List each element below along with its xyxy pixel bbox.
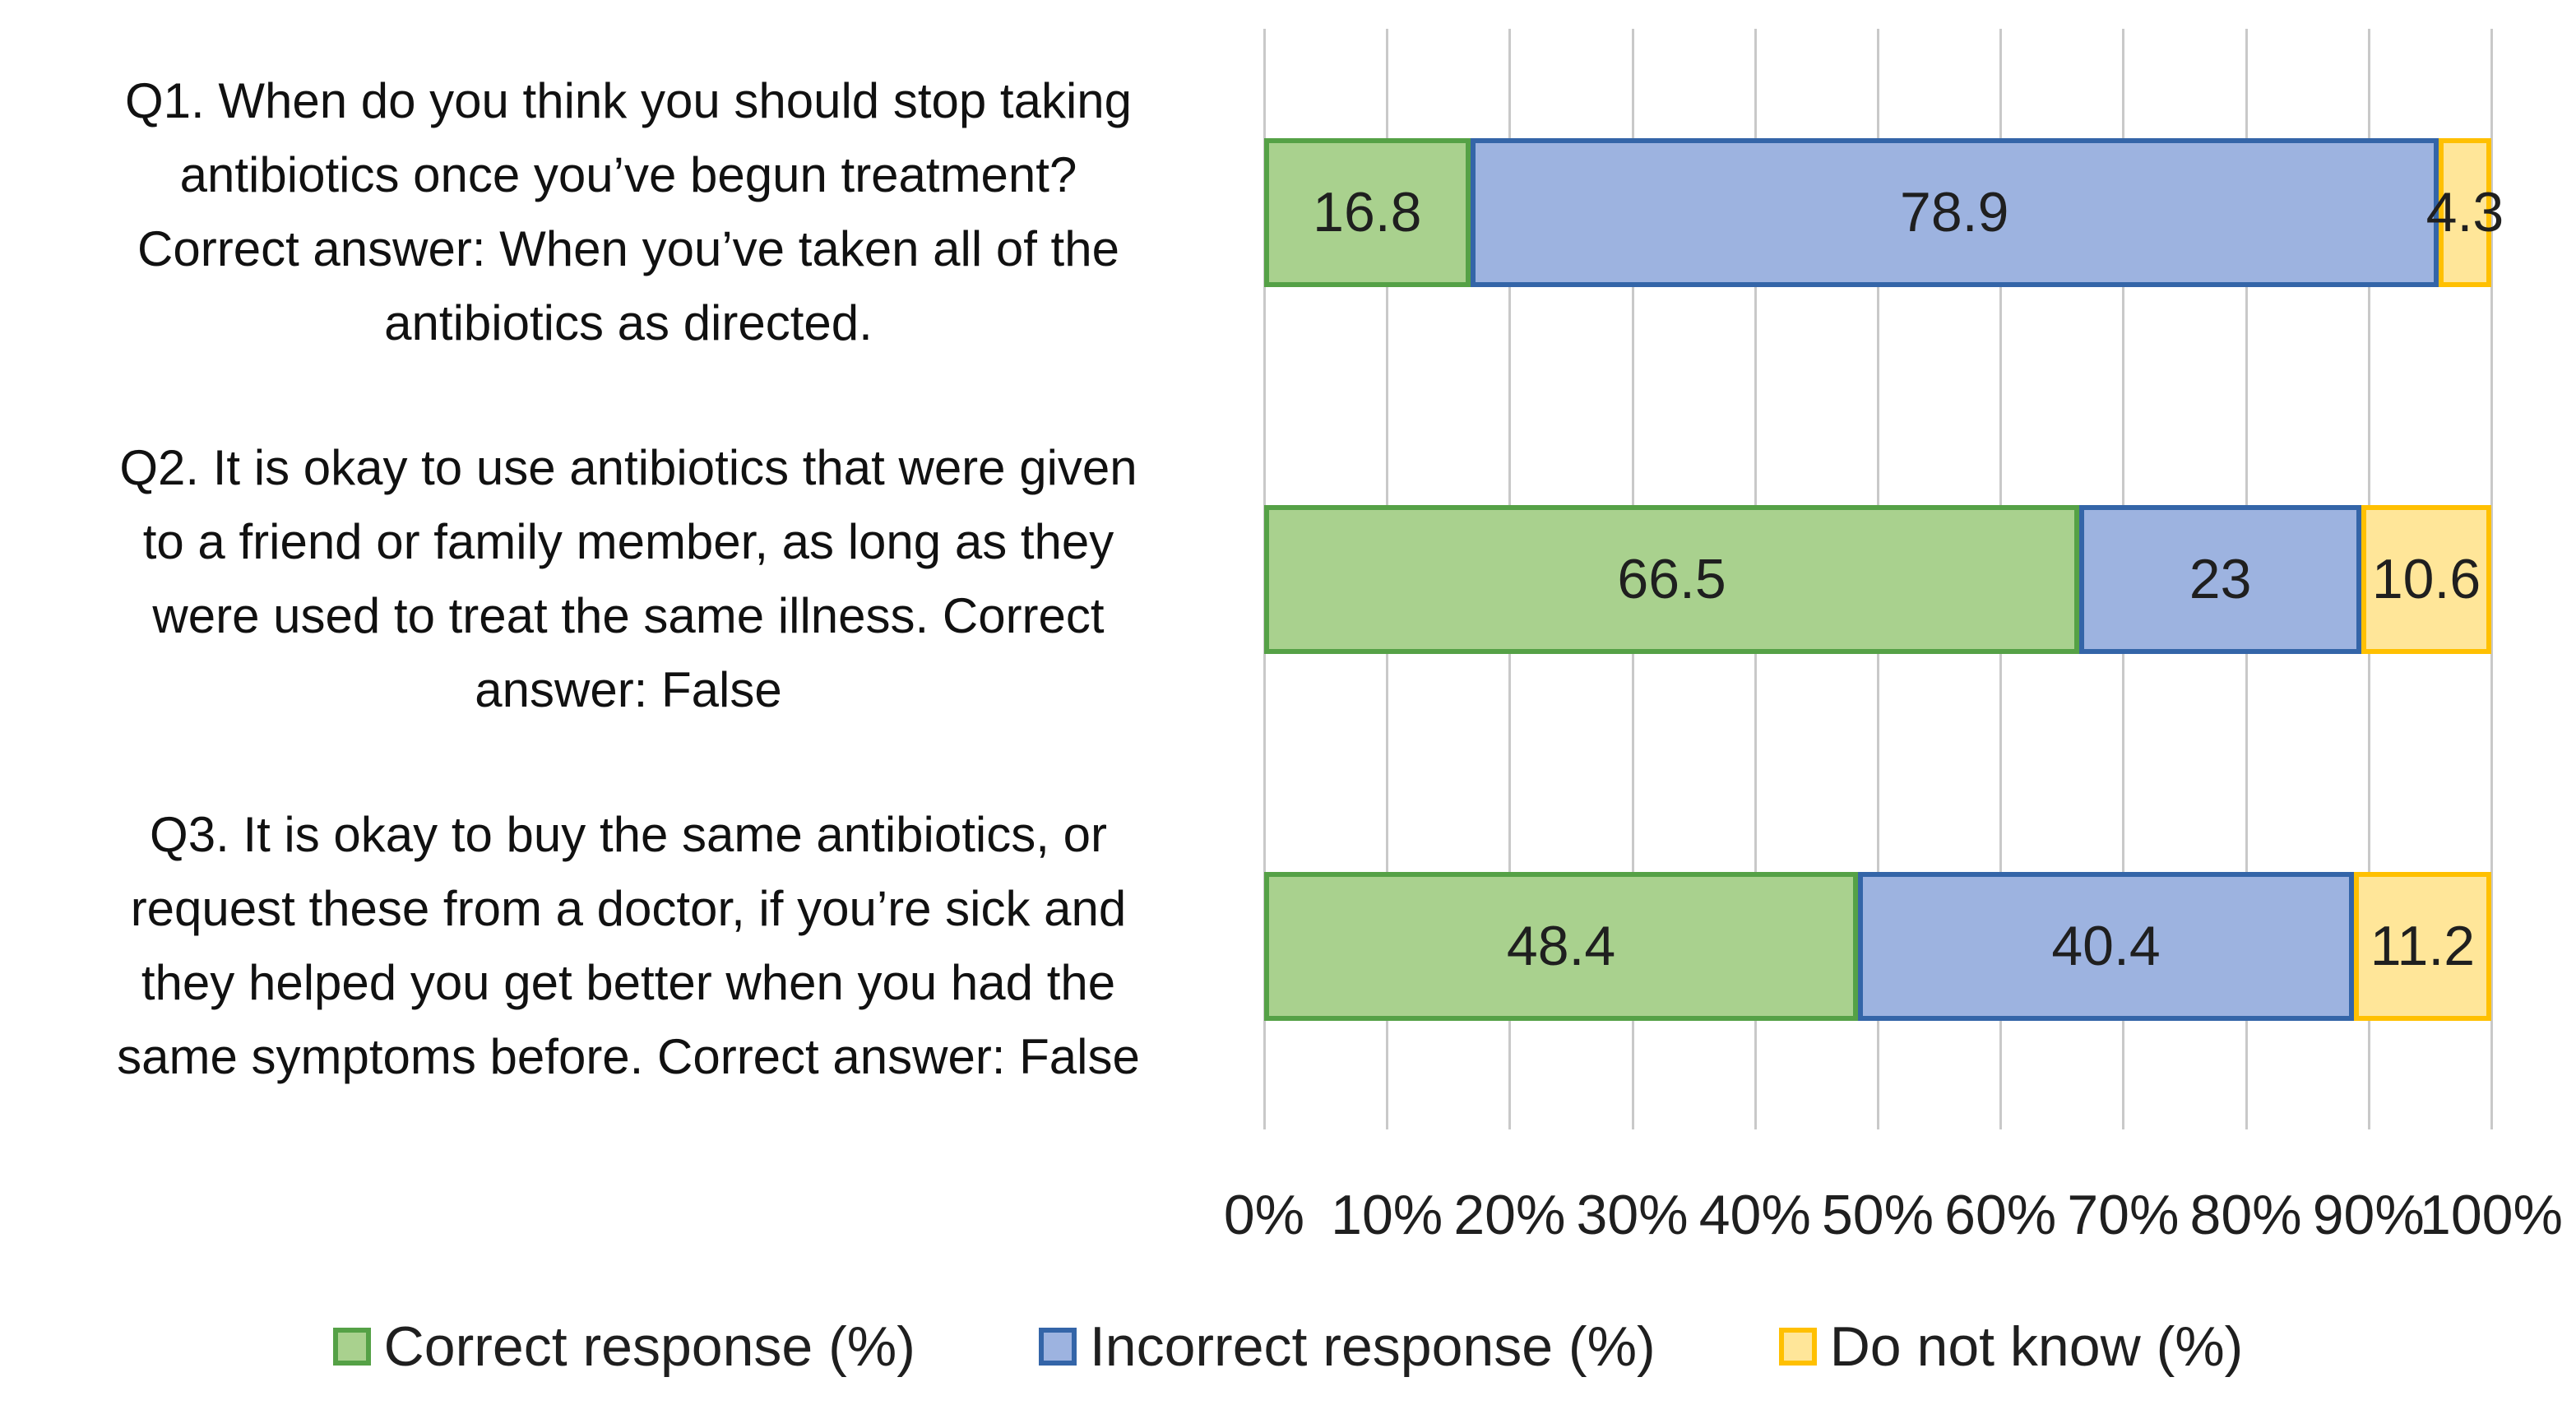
data-label: 11.2 xyxy=(2370,915,2476,977)
x-tick-label: 10% xyxy=(1331,1184,1443,1246)
legend-item: Correct response (%) xyxy=(332,1315,915,1379)
data-label: 78.9 xyxy=(1900,181,2009,243)
category-label: Q3. It is okay to buy the same antibioti… xyxy=(117,807,1140,1084)
data-label: 48.4 xyxy=(1506,915,1616,977)
legend-swatch xyxy=(332,1328,371,1366)
x-tick-label: 100% xyxy=(2420,1184,2563,1246)
x-tick-label: 40% xyxy=(1698,1184,1811,1246)
plot-area: 16.8 78.9 4.3 66.5 23 10.6 48.4 40.4 11.2 xyxy=(1263,29,2504,1129)
category-label: Q1. When do you think you should stop ta… xyxy=(124,73,1133,350)
data-label: 23 xyxy=(2189,548,2252,610)
data-label: 10.6 xyxy=(2371,548,2481,610)
gridline xyxy=(2490,29,2493,1129)
bar-segment: 40.4 xyxy=(1858,871,2354,1021)
bar-segment: 4.3 xyxy=(2426,137,2504,287)
data-label: 4.3 xyxy=(2425,181,2504,243)
legend-label: Incorrect response (%) xyxy=(1089,1315,1656,1378)
bar-segment: 11.2 xyxy=(2353,871,2491,1021)
data-label: 40.4 xyxy=(2051,915,2161,977)
legend-item: Do not know (%) xyxy=(1778,1315,2244,1379)
bar-segment: 78.9 xyxy=(1470,137,2439,287)
x-tick-label: 70% xyxy=(2067,1184,2180,1246)
legend-label: Correct response (%) xyxy=(383,1315,915,1378)
x-axis: 0% 10% 20% 30% 40% 50% 60% 70% 80% 90% 100% xyxy=(1224,1178,2563,1252)
x-tick-label: 60% xyxy=(1944,1184,2057,1246)
x-tick-label: 80% xyxy=(2189,1184,2302,1246)
legend: Correct response (%) Incorrect response (… xyxy=(0,1315,2576,1379)
x-tick-label: 30% xyxy=(1576,1184,1689,1246)
stacked-bar: 66.5 23 10.6 xyxy=(1264,504,2491,654)
x-tick-label: 20% xyxy=(1453,1184,1566,1246)
legend-item: Incorrect response (%) xyxy=(1038,1315,1656,1379)
bar-segment: 10.6 xyxy=(2361,504,2491,654)
bar-segment: 66.5 xyxy=(1264,504,2080,654)
category-label: Q2. It is okay to use antibiotics that w… xyxy=(119,440,1137,717)
legend-swatch xyxy=(1778,1328,1817,1366)
bar-segment: 16.8 xyxy=(1264,137,1471,287)
legend-label: Do not know (%) xyxy=(1829,1315,2244,1378)
data-label: 16.8 xyxy=(1313,181,1422,243)
bar-segment: 23 xyxy=(2079,504,2361,654)
stacked-bar: 48.4 40.4 11.2 xyxy=(1264,871,2491,1021)
stacked-bar: 16.8 78.9 4.3 xyxy=(1264,137,2504,287)
x-tick-label: 90% xyxy=(2312,1184,2425,1246)
x-tick-label: 50% xyxy=(1821,1184,1934,1246)
x-tick-label: 0% xyxy=(1223,1184,1305,1246)
data-label: 66.5 xyxy=(1617,548,1726,610)
legend-swatch xyxy=(1038,1328,1077,1366)
bar-segment: 48.4 xyxy=(1264,871,1859,1021)
